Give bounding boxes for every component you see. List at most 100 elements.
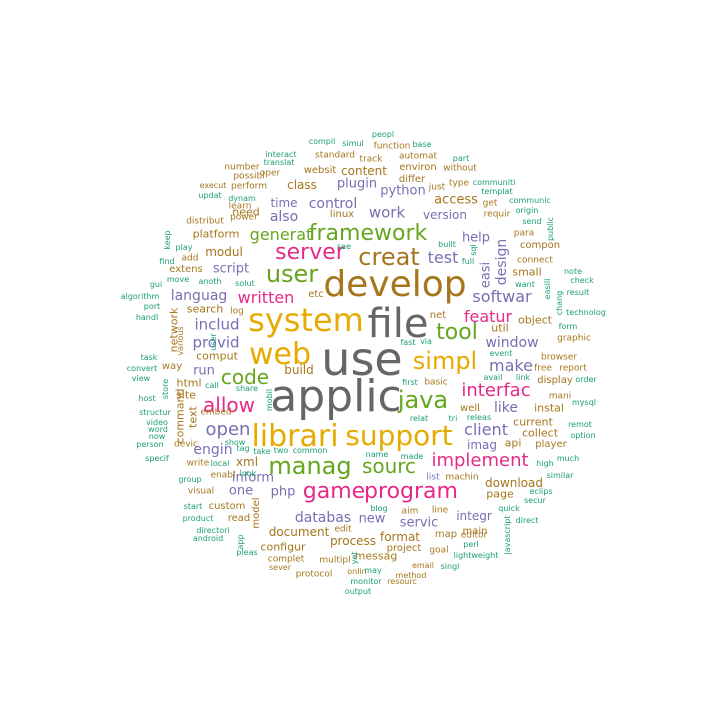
word-convert: convert [126, 364, 158, 373]
word-command: command [173, 388, 187, 444]
word-direct: direct [515, 516, 539, 525]
word-interact: interact [265, 150, 297, 159]
word-design: design [494, 238, 510, 286]
word-creat: creat [358, 243, 420, 271]
word-mani: mani [548, 391, 572, 402]
word-document: document [268, 525, 330, 539]
word-open: open [205, 419, 251, 440]
word-port: port [143, 302, 161, 311]
word-enabl: enabl [210, 470, 236, 481]
word-origin: origin [515, 206, 539, 215]
word-just: just [428, 182, 446, 193]
word-featur: featur [463, 307, 513, 326]
word-app: app [236, 534, 245, 550]
word-play: play [175, 243, 193, 252]
word-move: move [166, 275, 190, 284]
word-compil: compil [308, 137, 336, 146]
word-onlin: onlin [347, 567, 367, 576]
word-protocol: protocol [295, 569, 333, 580]
word-solut: solut [235, 279, 255, 288]
word-find: find [159, 257, 175, 266]
word-android: android [192, 534, 224, 543]
word-manag: manag [268, 452, 352, 480]
word-resourc: resourc [387, 577, 417, 586]
word-object: object [518, 313, 552, 327]
word-relat: relat [409, 414, 429, 423]
word-two: two [273, 446, 289, 455]
word-well: well [460, 403, 480, 414]
word-simpl: simpl [412, 347, 478, 375]
word-javascript: javascript [503, 515, 512, 555]
word-simul: simul [342, 139, 364, 148]
word-multipl: multipl [319, 555, 351, 566]
word-version: version [423, 208, 467, 222]
word-part: part [452, 154, 470, 163]
word-new: new [358, 511, 386, 527]
word-browser: browser [540, 352, 578, 363]
word-share: share [235, 384, 259, 393]
word-devic: devic [173, 439, 199, 450]
word-see: see [336, 242, 352, 251]
word-anoth: anoth [198, 277, 222, 286]
word-class: class [287, 178, 317, 192]
word-blog: blog [370, 504, 388, 513]
word-peopl: peopl [371, 130, 395, 139]
word-sever: sever [268, 563, 292, 572]
word-one: one [228, 483, 254, 499]
word-softwar: softwar [472, 287, 532, 306]
word-pleas: pleas [236, 548, 258, 557]
word-inform: inform [231, 470, 275, 486]
word-mobil: mobil [265, 388, 274, 412]
word-built: built [438, 240, 456, 249]
word-php: php [270, 484, 296, 500]
word-imag: imag [467, 438, 497, 452]
word-environ: environ [399, 162, 437, 173]
word-structur: structur [139, 408, 171, 417]
word-window: window [485, 335, 539, 351]
word-gui: gui [149, 280, 163, 289]
word-perl: perl [463, 540, 479, 549]
word-map: map [434, 529, 458, 540]
word-oper: oper [259, 168, 281, 179]
word-first: first [402, 378, 418, 387]
word-eclips: eclips [529, 487, 553, 496]
word-linux: linux [329, 209, 355, 220]
word-search: search [186, 302, 224, 316]
word-show: show [224, 438, 246, 447]
word-secur: secur [524, 496, 546, 505]
word-possibl: possibl [233, 171, 265, 182]
word-script: script [212, 261, 250, 277]
word-list: list [426, 472, 440, 483]
word-start: start [183, 502, 203, 511]
word-remot: remot [568, 420, 592, 429]
word-tag: tag [236, 444, 250, 453]
word-event: event [489, 349, 513, 358]
word-small: small [512, 265, 542, 279]
word-fast: fast [400, 338, 416, 347]
word-servic: servic [399, 515, 439, 531]
word-page: page [486, 487, 514, 501]
word-line: line [431, 505, 449, 516]
word-type: type [448, 178, 470, 189]
word-power: power [230, 212, 258, 223]
word-compon: compon [519, 240, 561, 251]
word-releas: releas [466, 413, 492, 422]
word-model: model [251, 497, 262, 529]
word-host: host [138, 394, 156, 403]
word-yet: yet [350, 551, 359, 565]
word-store: store [161, 378, 170, 400]
word-easili: easili [543, 278, 552, 300]
word-web: web [248, 337, 312, 372]
word-communiti: communiti [472, 178, 516, 187]
word-want: want [515, 280, 535, 289]
word-track: track [359, 154, 383, 165]
word-order: order [575, 375, 597, 384]
word-user-small: user [209, 333, 218, 351]
word-time: time [270, 196, 298, 210]
word-html: html [176, 376, 202, 390]
word-player: player [535, 439, 567, 450]
word-note: note [563, 267, 583, 276]
word-basic: basic [424, 377, 448, 388]
word-integr: integr [456, 509, 492, 523]
word-learn: learn [228, 201, 252, 212]
